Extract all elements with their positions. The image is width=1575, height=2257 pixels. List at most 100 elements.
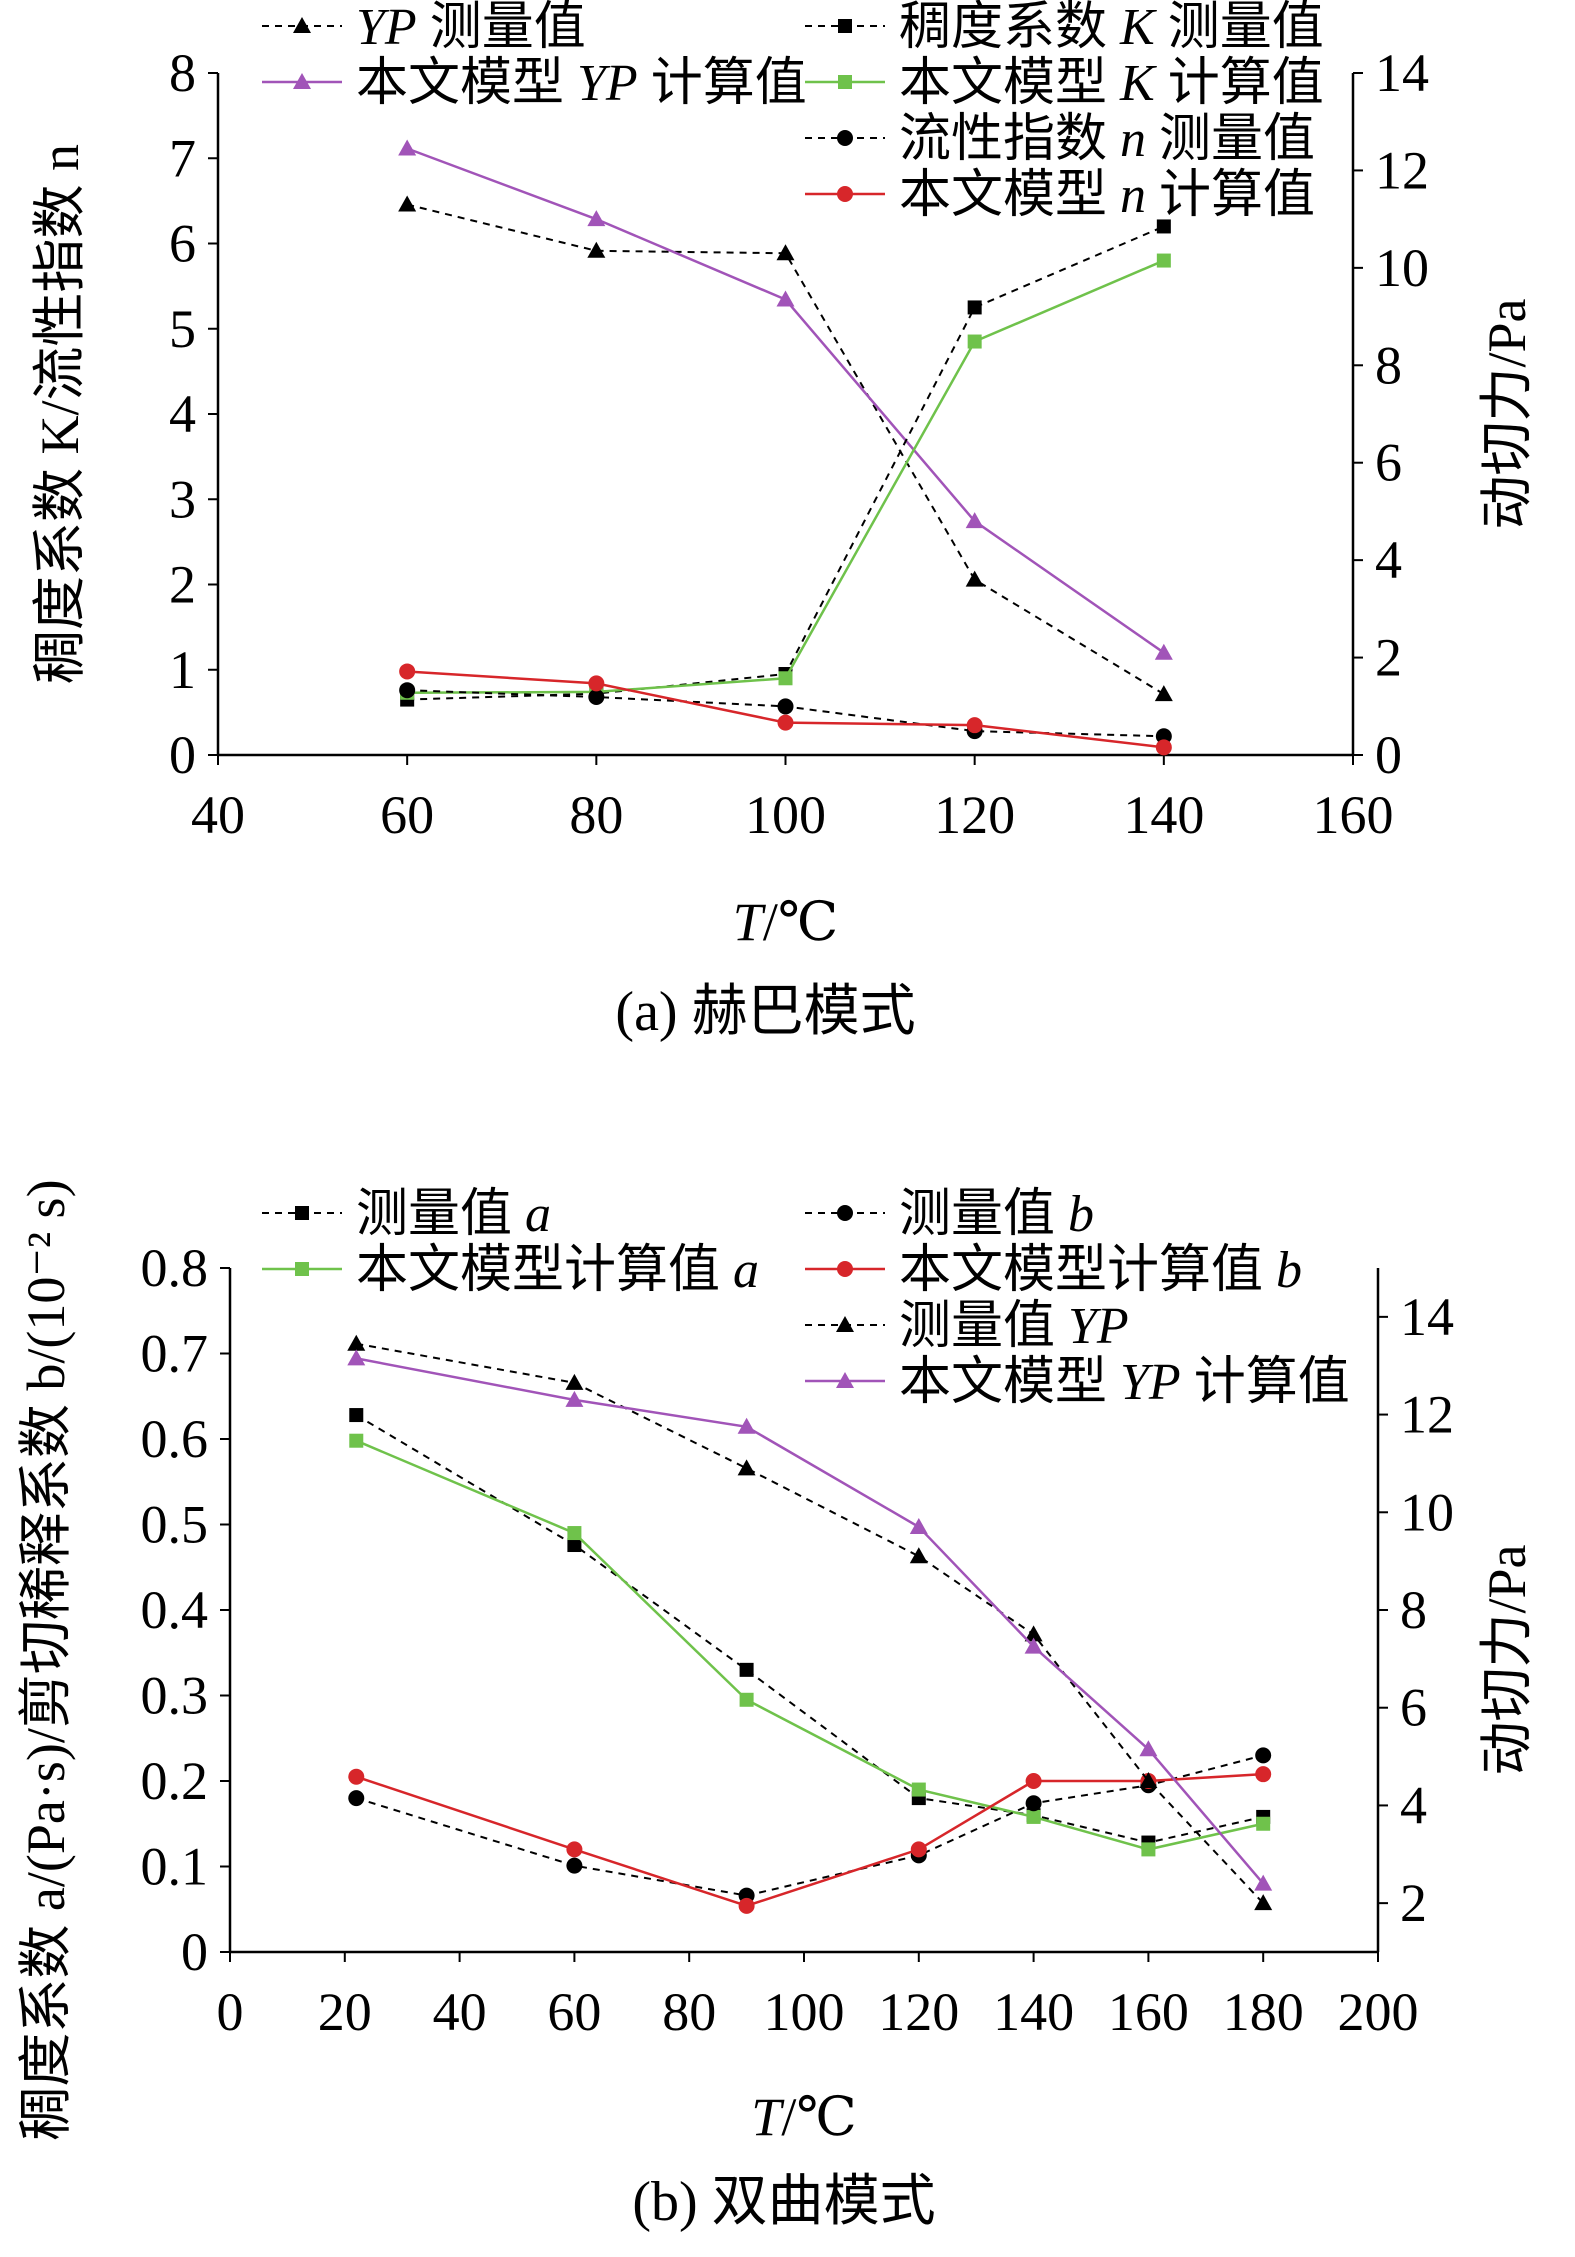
data-point [777,698,794,715]
data-point [1025,1773,1042,1789]
x-tick-label: 160 [1108,1982,1189,2042]
data-point [399,663,416,680]
y-left-tick-label: 0.5 [141,1495,209,1555]
y-left-tick-label: 0.1 [141,1837,209,1897]
data-point [587,241,606,258]
legend-marker [838,19,852,33]
x-tick-label: 80 [662,1982,716,2042]
data-point [565,1390,584,1407]
y-left-tick-label: 0 [169,725,196,785]
y-left-tick-label: 1 [169,640,196,700]
y-left-tick-label: 5 [169,299,196,359]
data-point [588,675,605,692]
data-point [967,334,982,349]
x-tick-label: 120 [878,1982,959,2042]
data-point [588,689,605,706]
legend-label: YP 测量值 [356,0,586,56]
y-left-axis-label: 稠度系数 K/流性指数 n [30,144,90,684]
x-tick-label: 140 [993,1982,1074,2042]
data-point [967,300,982,315]
y-right-tick-label: 6 [1375,433,1402,493]
legend-label: 本文模型 K 计算值 [899,55,1324,112]
y-right-tick-label: 2 [1400,1873,1427,1933]
series-line [355,1754,1264,1897]
legend-marker [837,186,853,202]
chart-b: 0 20 40 60 80 100 120 140 160 180 200 0 0.1 0.2 0.3 0.4… [16,1179,1537,2233]
data-point [349,1433,364,1448]
data-point [566,1857,583,1874]
y-right-tick-label: 12 [1400,1385,1454,1445]
data-point [1154,685,1173,702]
data-point [966,717,983,734]
data-point [965,512,984,529]
data-point [1155,728,1172,745]
legend-label: 本文模型 YP 计算值 [899,1354,1350,1411]
y-left-tick-label: 6 [169,214,196,274]
data-point [347,1349,366,1366]
data-point [911,1782,926,1797]
y-right-tick-label: 8 [1400,1580,1427,1640]
y-right-tick-label: 10 [1375,238,1429,298]
data-point [567,1538,582,1553]
y-right-tick-label: 6 [1400,1678,1427,1738]
series-line [407,259,1165,695]
y-right-tick-label: 2 [1375,628,1402,688]
x-tick-label: 40 [433,1982,487,2042]
series-line [355,1772,1264,1908]
x-axis-label: T/℃ [733,892,838,952]
data-point [348,1790,365,1807]
series-line [356,1342,1264,1904]
series-line [355,1414,1264,1844]
y-right-tick-label: 4 [1375,530,1402,590]
y-left-tick-label: 0.3 [141,1666,209,1726]
data-point [1256,1816,1271,1831]
y-right-tick-label: 10 [1400,1482,1454,1542]
legend-label: 测量值 a [356,1186,551,1243]
data-point [349,1408,364,1423]
data-point [737,1459,756,1476]
legend-marker [836,1316,854,1332]
data-point [565,1373,584,1390]
x-tick-label: 80 [569,785,623,845]
legend-marker [295,1262,309,1276]
x-tick-label: 120 [934,785,1015,845]
y-left-tick-label: 8 [169,43,196,103]
chart-caption: (b) 双曲模式 [632,2171,935,2233]
data-point [567,1526,582,1541]
legend-label: 稠度系数 K 测量值 [899,0,1324,56]
data-point [1156,253,1171,268]
data-point [739,1662,754,1677]
data-point [739,1692,754,1707]
chart-caption: (a) 赫巴模式 [615,981,915,1043]
data-point [566,1841,583,1858]
data-point [1255,1747,1272,1764]
y-left-tick-label: 2 [169,555,196,615]
y-right-tick-label: 4 [1400,1775,1427,1835]
y-left-tick-label: 0 [181,1922,208,1982]
data-point [965,570,984,587]
data-point [399,682,416,699]
y-left-tick-label: 0.6 [141,1409,209,1469]
data-point [777,714,794,731]
data-point [347,1334,366,1351]
data-point [398,195,417,212]
y-right-tick-label: 14 [1375,43,1429,103]
y-right-tick-label: 8 [1375,335,1402,395]
data-point [737,1417,756,1434]
legend-marker [837,130,853,146]
x-tick-label: 140 [1123,785,1204,845]
legend-marker [837,1261,853,1277]
data-point [738,1897,755,1914]
x-tick-label: 20 [318,1982,372,2042]
data-point [1139,1740,1158,1757]
data-point [1139,1772,1158,1788]
data-point [1141,1842,1156,1857]
data-point [587,210,606,227]
x-tick-label: 0 [217,1982,244,2042]
y-right-tick-label: 12 [1375,140,1429,200]
legend-label: 测量值 b [899,1186,1094,1243]
data-point [1024,1637,1043,1654]
legend-marker [293,17,311,33]
y-left-tick-label: 0.4 [141,1580,209,1640]
